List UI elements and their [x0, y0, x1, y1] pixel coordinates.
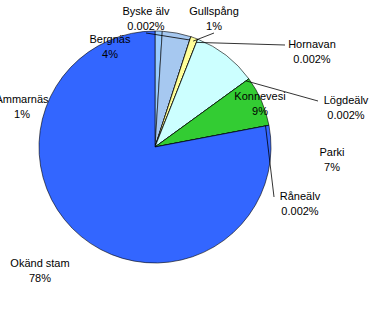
slice-name: Byske älv	[122, 5, 170, 17]
data-label: 0.002%	[127, 20, 165, 32]
slice-name: Bergnäs	[90, 33, 131, 45]
leader-line	[266, 126, 274, 197]
slice-name: Parki	[319, 146, 344, 158]
slices	[39, 31, 271, 263]
slice-name: Lögdeälv	[324, 94, 369, 106]
data-label: 1%	[206, 20, 222, 32]
leader-line	[193, 33, 214, 41]
slice-name: Hornavan	[288, 38, 336, 50]
data-label: 1%	[14, 108, 30, 120]
chart-container: Ammarnäs 1% Bergnäs 4% Byske älv 0.002% Gullsp…	[0, 0, 383, 319]
slice-name: Okänd stam	[10, 257, 69, 269]
data-label: 7%	[324, 161, 340, 173]
data-label: 4%	[102, 48, 118, 60]
slice-name: Konnevesi	[234, 90, 285, 102]
data-label: 0.002%	[327, 109, 365, 121]
pie-chart: Ammarnäs 1% Bergnäs 4% Byske älv 0.002% Gullsp…	[0, 0, 383, 319]
leader-line	[196, 42, 285, 45]
data-label: 0.002%	[293, 53, 331, 65]
slice-name: Gullspång	[189, 5, 239, 17]
leader-line	[246, 81, 318, 101]
leader-line	[146, 33, 190, 40]
slice-name: Råneälv	[280, 190, 321, 202]
data-label: 78%	[29, 272, 51, 284]
data-label: 0.002%	[281, 205, 319, 217]
slice-name: Ammarnäs	[0, 93, 49, 105]
pie-slice	[39, 31, 271, 263]
labels: Ammarnäs 1% Bergnäs 4% Byske älv 0.002% Gullsp…	[0, 5, 369, 284]
data-label: 9%	[252, 105, 268, 117]
